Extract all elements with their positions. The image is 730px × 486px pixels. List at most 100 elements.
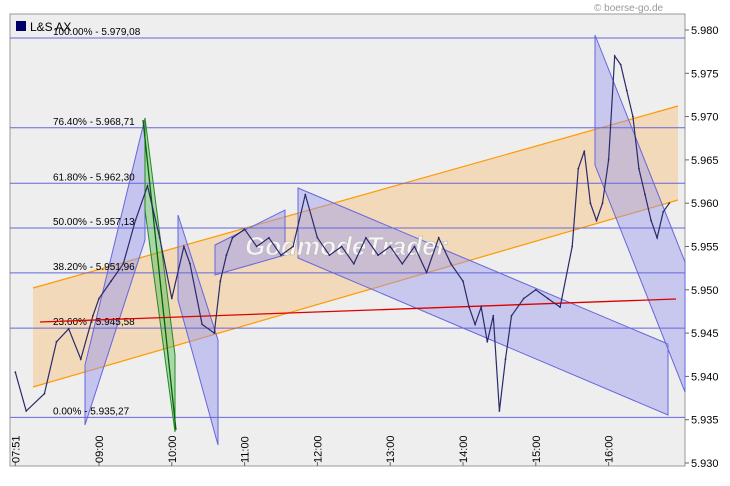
price-point	[92, 314, 94, 317]
price-point	[595, 219, 598, 222]
price-point	[170, 297, 173, 300]
price-point	[122, 262, 125, 265]
y-tick-label: 5.930	[691, 458, 719, 470]
channel-rising-1	[84, 117, 146, 426]
price-point	[601, 202, 604, 205]
price-point	[158, 236, 161, 239]
price-point	[365, 236, 367, 239]
price-point	[547, 297, 549, 300]
price-point	[98, 297, 100, 300]
price-point	[522, 297, 525, 300]
price-point	[268, 236, 270, 239]
y-tick-label: 5.945	[691, 328, 719, 340]
price-point	[401, 262, 404, 265]
price-point	[292, 245, 294, 248]
price-point	[219, 280, 222, 282]
x-tick-label: 07:51	[10, 435, 22, 463]
fibonacci-lines: 100.00% - 5.979,08 76.40% - 5.968,71 61.80…	[10, 27, 685, 418]
price-point	[340, 245, 343, 248]
price-point	[110, 280, 112, 282]
price-point	[377, 254, 379, 257]
legend-swatch	[16, 21, 26, 31]
legend: L&S AX	[16, 20, 71, 34]
fib-label: 0.00% - 5.935,27	[53, 406, 130, 417]
price-point	[316, 236, 319, 239]
svg-text:GodmodeTrader: GodmodeTrader	[245, 231, 449, 261]
x-tick-label: 12:00	[312, 435, 324, 463]
price-point	[304, 193, 307, 196]
price-point	[583, 150, 586, 153]
legend-label: L&S AX	[30, 20, 71, 34]
price-point	[352, 262, 355, 265]
price-point	[450, 262, 452, 265]
price-point	[577, 167, 580, 170]
fib-label: 23.60% - 5.945,58	[53, 317, 135, 328]
price-point	[67, 327, 70, 330]
price-point	[644, 193, 646, 196]
price-point	[607, 159, 610, 161]
price-point	[632, 115, 634, 118]
copyright-watermark: © boerse-go.de	[594, 3, 664, 14]
y-tick-label: 5.950	[691, 285, 719, 297]
price-point	[225, 254, 228, 257]
red-trend-line	[39, 298, 677, 323]
price-point	[559, 306, 561, 308]
y-tick-label: 5.975	[691, 68, 719, 80]
x-tick-label: 11:00	[240, 436, 252, 463]
fib-label: 61.80% - 5.962,30	[53, 172, 135, 183]
price-point	[328, 254, 331, 257]
price-point	[638, 167, 640, 170]
price-point	[14, 371, 17, 373]
channel-falling-3	[594, 34, 686, 393]
price-point	[213, 332, 216, 334]
price-point	[462, 280, 464, 282]
x-tick-label: 13:00	[385, 435, 397, 463]
price-point	[510, 314, 513, 317]
y-tick-label: 5.955	[691, 242, 719, 254]
price-point	[189, 262, 191, 265]
price-point	[534, 288, 537, 291]
price-point	[619, 63, 622, 66]
y-tick-label: 5.940	[691, 371, 719, 383]
price-point	[504, 358, 507, 360]
price-point	[231, 236, 234, 239]
price-point	[413, 245, 416, 248]
y-tick-label: 5.935	[691, 415, 719, 427]
y-tick-label: 5.970	[691, 112, 719, 124]
price-point	[613, 55, 616, 57]
channel-small	[214, 209, 286, 276]
price-point	[43, 392, 46, 395]
price-point	[625, 89, 628, 92]
price-point	[201, 323, 204, 326]
x-tick-label: 16:00	[604, 435, 616, 463]
y-tick-label: 5.960	[691, 198, 719, 210]
orange-channel-lower	[32, 199, 679, 388]
price-point	[492, 314, 495, 317]
price-point	[134, 219, 137, 222]
price-point	[480, 306, 483, 308]
fib-label: 100.00% - 5.979,08	[53, 27, 141, 38]
price-point	[668, 202, 671, 205]
price-point	[437, 236, 440, 239]
x-tick-label: 09:00	[94, 435, 106, 463]
price-point	[255, 245, 258, 248]
green-trend-line	[142, 119, 177, 431]
price-series	[14, 54, 671, 413]
x-tick-label: 10:00	[167, 435, 179, 463]
channel-falling-2	[297, 187, 669, 416]
x-axis: 07:51 09:00 10:00 11:00 12:00 13:00 14:00 15:00…	[10, 435, 616, 466]
price-point	[183, 245, 185, 248]
price-point	[571, 245, 574, 248]
price-point	[662, 211, 665, 213]
price-point	[389, 245, 392, 248]
fib-label: 38.20% - 5.951,96	[53, 262, 135, 273]
price-point	[280, 254, 282, 257]
trend-lines	[39, 119, 677, 431]
price-point	[25, 410, 28, 412]
price-point	[79, 358, 82, 360]
y-axis: 5.980 5.975 5.970 5.965 5.960 5.955 5.950 5.945…	[685, 25, 719, 470]
price-point	[498, 410, 501, 412]
price-point	[486, 340, 489, 343]
